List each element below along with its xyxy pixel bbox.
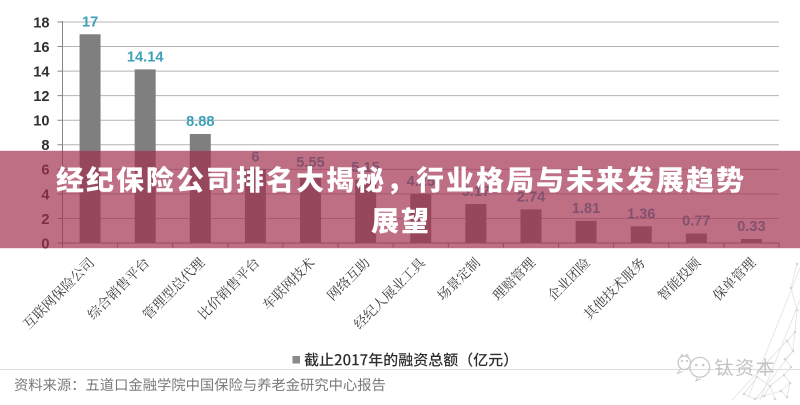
svg-text:14: 14 xyxy=(33,65,50,81)
svg-text:18: 18 xyxy=(33,15,49,31)
svg-text:8: 8 xyxy=(41,138,49,154)
svg-text:14.14: 14.14 xyxy=(127,49,164,65)
svg-text:8.88: 8.88 xyxy=(186,114,214,130)
svg-text:10: 10 xyxy=(33,114,49,130)
svg-text:16: 16 xyxy=(33,40,49,56)
svg-text:17: 17 xyxy=(82,14,98,30)
svg-text:12: 12 xyxy=(33,89,49,105)
